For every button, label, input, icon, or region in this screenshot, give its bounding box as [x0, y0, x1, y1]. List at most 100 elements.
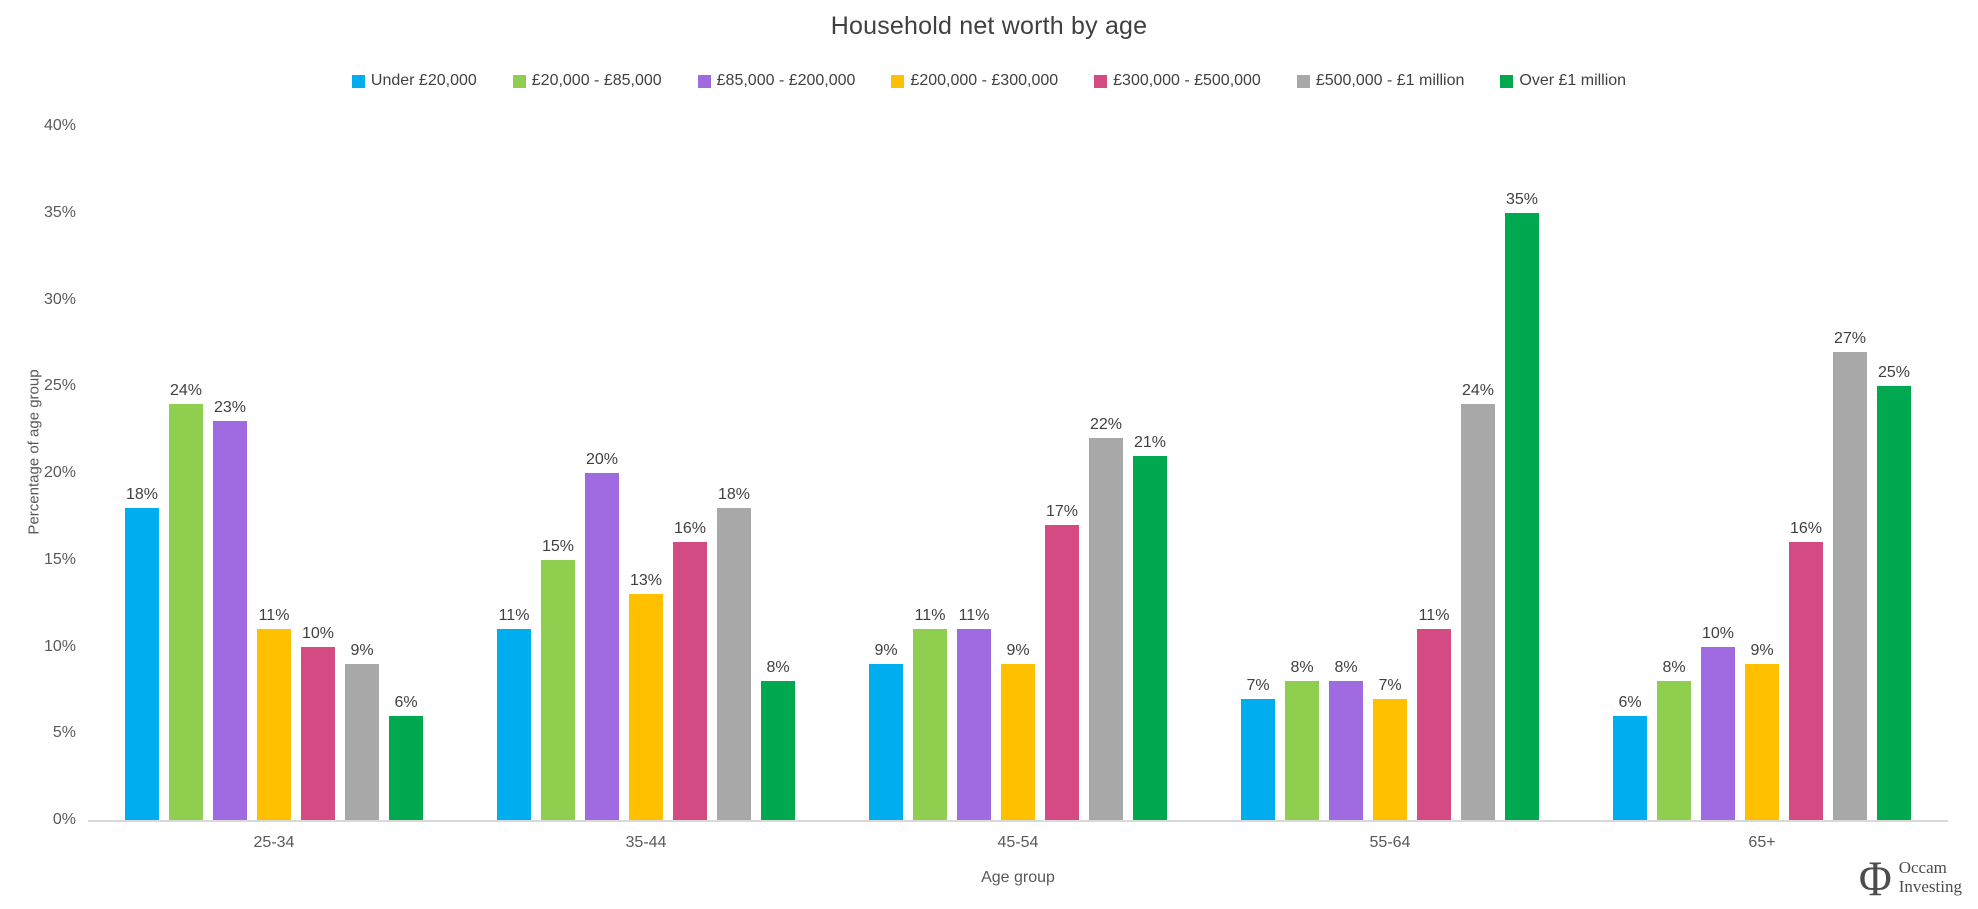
- bar: 11%: [257, 607, 291, 820]
- brand-name-line1: Occam: [1898, 858, 1947, 878]
- bar-data-label: 11%: [1418, 607, 1450, 625]
- brand-name: Occam Investing: [1898, 858, 1962, 896]
- legend-swatch-icon: [697, 74, 711, 88]
- bar-data-label: 27%: [1833, 329, 1867, 347]
- bar-data-label: 8%: [766, 659, 790, 677]
- bar-data-label: 16%: [673, 520, 707, 538]
- bar: 9%: [1001, 642, 1035, 820]
- bar-data-label: 18%: [125, 485, 159, 503]
- bar: 7%: [1373, 677, 1407, 820]
- bar: 11%: [957, 607, 991, 820]
- bar-data-label: 25%: [1877, 364, 1911, 382]
- bar-groups: 18% 24% 23% 11% 10% 9% 6% 11% 15% 20% 13% 16% 18% 8% 9…: [88, 126, 1948, 820]
- plot-area: 18% 24% 23% 11% 10% 9% 6% 11% 15% 20% 13% 16% 18% 8% 9…: [88, 126, 1948, 822]
- bar: 22%: [1089, 416, 1123, 820]
- bar-data-label: 8%: [1662, 659, 1686, 677]
- legend-item: £500,000 - £1 million: [1296, 72, 1465, 90]
- bar: 25%: [1877, 364, 1911, 820]
- legend-item: £200,000 - £300,000: [891, 72, 1058, 90]
- y-axis-ticks: 0% 5% 10% 15% 20% 25% 30% 35% 40%: [0, 117, 76, 828]
- bar-data-label: 8%: [1290, 659, 1314, 677]
- bar-data-label: 11%: [258, 607, 290, 625]
- bar-data-label: 9%: [350, 641, 374, 659]
- x-tick-label: 25-34: [253, 834, 295, 851]
- x-tick-label: 35-44: [625, 834, 667, 851]
- bar-data-label: 15%: [541, 537, 575, 555]
- bar: 13%: [629, 572, 663, 820]
- bar-data-label: 8%: [1334, 659, 1358, 677]
- bar-data-label: 10%: [301, 624, 335, 642]
- bar: 6%: [389, 694, 423, 820]
- legend-swatch-icon: [1094, 74, 1108, 88]
- legend-item: £85,000 - £200,000: [697, 72, 856, 90]
- bar-data-label: 11%: [958, 607, 990, 625]
- bar-data-label: 7%: [1378, 676, 1402, 694]
- bar: 23%: [213, 399, 247, 820]
- bar-data-label: 17%: [1045, 503, 1079, 521]
- bar: 15%: [541, 538, 575, 820]
- legend-item: Under £20,000: [351, 72, 477, 90]
- phi-logo-icon: Φ: [1858, 850, 1892, 906]
- bar-data-label: 11%: [914, 607, 946, 625]
- legend-swatch-icon: [512, 74, 526, 88]
- bar: 9%: [869, 642, 903, 820]
- x-tick-label: 65+: [1748, 834, 1776, 851]
- bar: 10%: [1701, 625, 1735, 820]
- bar-data-label: 21%: [1133, 433, 1167, 451]
- bar-data-label: 11%: [498, 607, 530, 625]
- x-axis-title: Age group: [981, 869, 1055, 886]
- bar: 20%: [585, 451, 619, 820]
- legend-label: £500,000 - £1 million: [1315, 72, 1465, 89]
- bar: 11%: [1417, 607, 1451, 820]
- y-tick-label: 10%: [43, 637, 76, 655]
- bar: 18%: [125, 486, 159, 820]
- bar: 16%: [1789, 520, 1823, 820]
- bar-data-label: 9%: [1006, 641, 1030, 659]
- y-tick-label: 20%: [43, 464, 76, 481]
- bar: 35%: [1505, 191, 1539, 820]
- occam-investing-logo: Φ Occam Investing: [1857, 853, 1962, 903]
- legend-label: £85,000 - £200,000: [716, 72, 856, 89]
- bar-data-label: 6%: [394, 693, 418, 711]
- bar: 17%: [1045, 503, 1079, 820]
- legend-label: £200,000 - £300,000: [910, 72, 1059, 89]
- chart-title: Household net worth by age: [830, 12, 1148, 40]
- bar-group-65+: 6% 8% 10% 9% 16% 27% 25%: [1576, 126, 1948, 820]
- legend-swatch-icon: [891, 74, 905, 88]
- bar: 16%: [673, 520, 707, 820]
- bar-data-label: 9%: [1750, 641, 1774, 659]
- bar-group-55-64: 7% 8% 8% 7% 11% 24% 35%: [1204, 126, 1576, 820]
- legend-swatch-icon: [1500, 74, 1514, 88]
- bar-data-label: 16%: [1789, 520, 1823, 538]
- bar: 8%: [1657, 659, 1691, 820]
- bar-data-label: 23%: [213, 398, 247, 416]
- bar-data-label: 35%: [1505, 190, 1539, 208]
- bar: 8%: [1329, 659, 1363, 820]
- bar: 7%: [1241, 677, 1275, 820]
- chart-legend: Under £20,000 £20,000 - £85,000 £85,000 - …: [0, 72, 1978, 90]
- bar: 18%: [717, 486, 751, 820]
- y-tick-label: 15%: [43, 550, 76, 568]
- legend-label: £300,000 - £500,000: [1113, 72, 1261, 89]
- y-tick-label: 30%: [43, 290, 76, 308]
- bar: 6%: [1613, 694, 1647, 820]
- bar-data-label: 7%: [1246, 676, 1270, 694]
- y-tick-label: 40%: [43, 117, 76, 134]
- legend-item: £300,000 - £500,000: [1094, 72, 1261, 90]
- x-axis-labels: 25-34 35-44 45-54 55-64 65+: [88, 834, 1948, 852]
- bar: 11%: [497, 607, 531, 820]
- bar-data-label: 18%: [717, 485, 751, 503]
- bar-data-label: 20%: [585, 451, 619, 468]
- bar-data-label: 22%: [1089, 416, 1123, 434]
- y-tick-label: 5%: [52, 724, 76, 742]
- bar-group-45-54: 9% 11% 11% 9% 17% 22% 21%: [832, 126, 1204, 820]
- legend-swatch-icon: [1296, 74, 1310, 88]
- y-tick-label: 35%: [43, 203, 76, 221]
- bar: 9%: [1745, 642, 1779, 820]
- bar: 24%: [1461, 382, 1495, 820]
- bar: 27%: [1833, 330, 1867, 820]
- bar-data-label: 24%: [169, 381, 203, 399]
- bar: 10%: [301, 625, 335, 820]
- bar: 11%: [913, 607, 947, 820]
- bar-data-label: 13%: [629, 572, 663, 590]
